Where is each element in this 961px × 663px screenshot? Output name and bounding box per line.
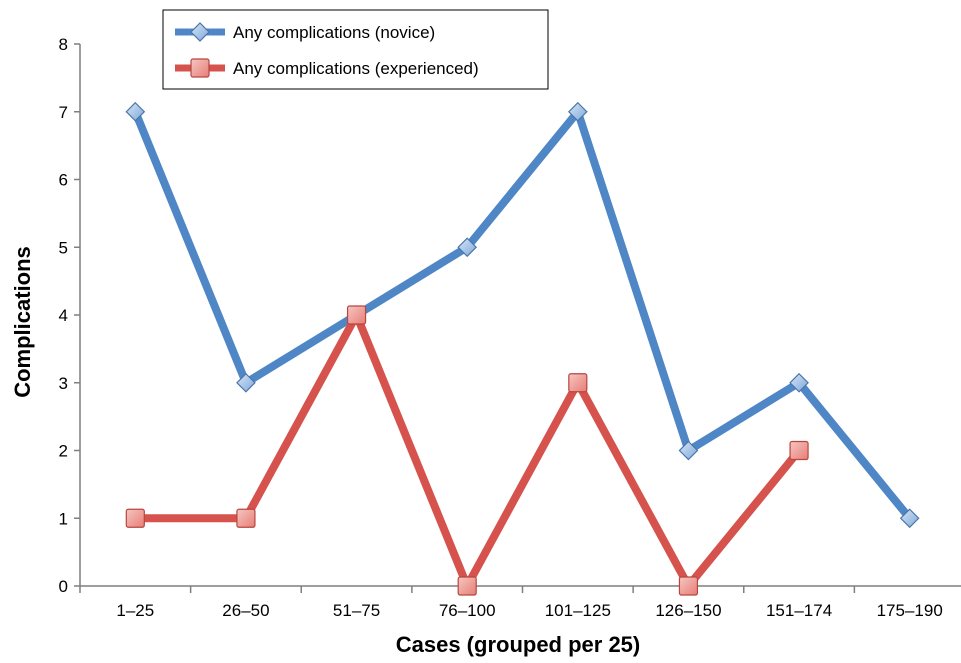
y-axis-title: Complications bbox=[10, 246, 35, 398]
series-layer bbox=[125, 101, 920, 596]
y-axis-ticks: 0 1 2 3 4 5 6 7 8 bbox=[59, 35, 80, 596]
legend-swatch-marker bbox=[190, 22, 210, 42]
legend-entry: Any complications (experienced) bbox=[175, 58, 479, 78]
legend-entry: Any complications (novice) bbox=[175, 22, 435, 42]
legend: Any complications (novice) Any complicati… bbox=[162, 9, 549, 90]
x-axis-title: Cases (grouped per 25) bbox=[396, 632, 641, 657]
y-tick-label: 3 bbox=[59, 374, 68, 393]
y-tick-label: 0 bbox=[59, 577, 68, 596]
legend-label: Any complications (experienced) bbox=[233, 59, 479, 78]
axes: 0 1 2 3 4 5 6 7 8 1–25 26–50 51–75 76–100 101–125 126… bbox=[59, 35, 961, 620]
data-point-diamond bbox=[678, 440, 699, 461]
x-tick-label: 126–150 bbox=[655, 601, 721, 620]
x-tick-label: 76–100 bbox=[439, 601, 496, 620]
x-tick-label: 1–25 bbox=[116, 601, 154, 620]
data-point-diamond bbox=[567, 101, 588, 122]
y-tick-label: 4 bbox=[59, 306, 68, 325]
series-experienced bbox=[125, 305, 809, 596]
x-tick-label: 26–50 bbox=[222, 601, 269, 620]
y-tick-label: 6 bbox=[59, 171, 68, 190]
data-point-square bbox=[568, 373, 588, 393]
data-point-square bbox=[236, 508, 256, 528]
data-point-square bbox=[789, 440, 809, 461]
x-tick-label: 51–75 bbox=[333, 601, 380, 620]
x-tick-label: 151–174 bbox=[766, 601, 832, 620]
y-tick-label: 7 bbox=[59, 103, 68, 122]
data-point-square bbox=[457, 576, 477, 596]
data-point-diamond bbox=[899, 508, 920, 529]
y-tick-label: 2 bbox=[59, 442, 68, 461]
data-point-diamond bbox=[789, 372, 809, 393]
legend-swatch-marker bbox=[190, 58, 210, 78]
x-tick-label: 101–125 bbox=[545, 601, 611, 620]
y-tick-label: 5 bbox=[59, 238, 68, 257]
x-axis-ticks: 1–25 26–50 51–75 76–100 101–125 126–150 151–17… bbox=[79, 586, 943, 620]
x-tick-label: 175–190 bbox=[877, 601, 943, 620]
y-tick-label: 8 bbox=[59, 35, 68, 54]
series-novice bbox=[125, 101, 920, 529]
legend-label: Any complications (novice) bbox=[233, 23, 435, 42]
data-point-diamond bbox=[236, 372, 256, 393]
data-point-diamond bbox=[125, 101, 146, 122]
data-point-square bbox=[125, 508, 145, 528]
series-line bbox=[131, 107, 914, 523]
data-point-diamond bbox=[457, 237, 478, 258]
y-tick-label: 1 bbox=[59, 509, 68, 528]
data-point-square bbox=[678, 576, 699, 596]
legend-box bbox=[162, 9, 549, 90]
data-point-square bbox=[346, 305, 367, 325]
